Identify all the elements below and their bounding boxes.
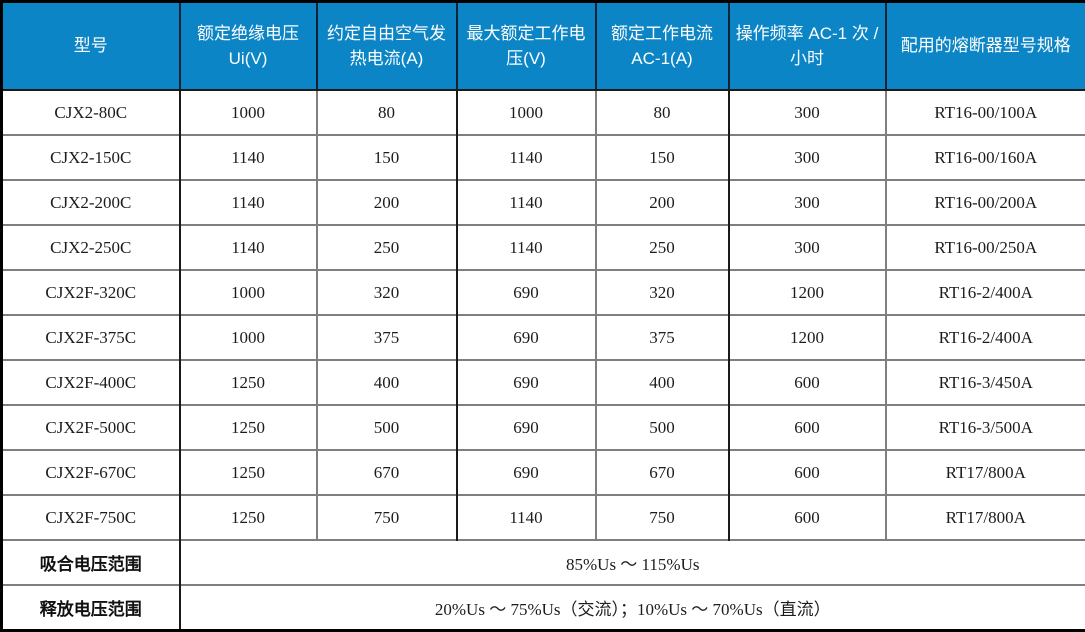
header-conventional-thermal-current: 约定自由空气发热电流(A) xyxy=(317,2,457,91)
cell-fuse: RT16-3/500A xyxy=(886,405,1085,450)
cell-ie-ac1: 150 xyxy=(596,135,729,180)
cell-op-freq: 600 xyxy=(729,360,886,405)
cell-op-freq: 1200 xyxy=(729,270,886,315)
footer-label-pickup-voltage-range: 吸合电压范围 xyxy=(2,540,180,585)
footer-label-release-voltage-range: 释放电压范围 xyxy=(2,585,180,631)
header-matching-fuse-spec: 配用的熔断器型号规格 xyxy=(886,2,1085,91)
cell-ui: 1140 xyxy=(180,180,317,225)
footer-row-pickup-voltage: 吸合电压范围 85%Us ～ 115%Us xyxy=(2,540,1085,585)
cell-ue-max: 1140 xyxy=(457,180,596,225)
cell-op-freq: 600 xyxy=(729,495,886,540)
cell-ue-max: 1000 xyxy=(457,90,596,135)
cell-op-freq: 300 xyxy=(729,135,886,180)
header-rated-working-current-ac1: 额定工作电流 AC-1(A) xyxy=(596,2,729,91)
cell-model: CJX2F-500C xyxy=(2,405,180,450)
cell-ith: 400 xyxy=(317,360,457,405)
cell-model: CJX2F-320C xyxy=(2,270,180,315)
cell-ui: 1250 xyxy=(180,450,317,495)
cell-ith: 200 xyxy=(317,180,457,225)
cell-ue-max: 1140 xyxy=(457,135,596,180)
cell-ith: 150 xyxy=(317,135,457,180)
cell-ie-ac1: 200 xyxy=(596,180,729,225)
cell-op-freq: 600 xyxy=(729,450,886,495)
cell-ith: 750 xyxy=(317,495,457,540)
header-rated-insulation-voltage: 额定绝缘电压 Ui(V) xyxy=(180,2,317,91)
cell-ui: 1140 xyxy=(180,225,317,270)
cell-ui: 1000 xyxy=(180,315,317,360)
cell-ui: 1140 xyxy=(180,135,317,180)
header-max-rated-working-voltage: 最大额定工作电压(V) xyxy=(457,2,596,91)
cell-ie-ac1: 80 xyxy=(596,90,729,135)
cell-ue-max: 1140 xyxy=(457,495,596,540)
cell-fuse: RT16-3/450A xyxy=(886,360,1085,405)
table-row: CJX2F-320C 1000 320 690 320 1200 RT16-2/… xyxy=(2,270,1085,315)
table-row: CJX2-150C 1140 150 1140 150 300 RT16-00/… xyxy=(2,135,1085,180)
cell-model: CJX2-80C xyxy=(2,90,180,135)
cell-ui: 1250 xyxy=(180,405,317,450)
table-row: CJX2-250C 1140 250 1140 250 300 RT16-00/… xyxy=(2,225,1085,270)
cell-fuse: RT16-00/100A xyxy=(886,90,1085,135)
cell-op-freq: 300 xyxy=(729,225,886,270)
cell-ith: 375 xyxy=(317,315,457,360)
cell-ith: 250 xyxy=(317,225,457,270)
cell-ue-max: 690 xyxy=(457,360,596,405)
cell-ie-ac1: 670 xyxy=(596,450,729,495)
cell-fuse: RT16-00/160A xyxy=(886,135,1085,180)
table-row: CJX2-200C 1140 200 1140 200 300 RT16-00/… xyxy=(2,180,1085,225)
cell-op-freq: 600 xyxy=(729,405,886,450)
table-row: CJX2F-500C 1250 500 690 500 600 RT16-3/5… xyxy=(2,405,1085,450)
cell-ie-ac1: 320 xyxy=(596,270,729,315)
cell-model: CJX2-200C xyxy=(2,180,180,225)
cell-fuse: RT17/800A xyxy=(886,495,1085,540)
cell-ie-ac1: 500 xyxy=(596,405,729,450)
cell-model: CJX2-250C xyxy=(2,225,180,270)
cell-ith: 670 xyxy=(317,450,457,495)
cell-fuse: RT16-00/200A xyxy=(886,180,1085,225)
cell-ie-ac1: 375 xyxy=(596,315,729,360)
cell-ith: 500 xyxy=(317,405,457,450)
header-model: 型号 xyxy=(2,2,180,91)
cell-ui: 1000 xyxy=(180,270,317,315)
cell-fuse: RT16-2/400A xyxy=(886,315,1085,360)
cell-fuse: RT16-2/400A xyxy=(886,270,1085,315)
cell-ith: 80 xyxy=(317,90,457,135)
cell-model: CJX2F-400C xyxy=(2,360,180,405)
cell-ui: 1250 xyxy=(180,360,317,405)
footer-row-release-voltage: 释放电压范围 20%Us ～ 75%Us（交流）；10%Us ～ 70%Us（直… xyxy=(2,585,1085,631)
header-operating-frequency: 操作频率 AC-1 次 / 小时 xyxy=(729,2,886,91)
footer-value-pickup-voltage-range: 85%Us ～ 115%Us xyxy=(180,540,1085,585)
cell-model: CJX2F-375C xyxy=(2,315,180,360)
cell-op-freq: 1200 xyxy=(729,315,886,360)
cell-ie-ac1: 750 xyxy=(596,495,729,540)
cell-model: CJX2F-750C xyxy=(2,495,180,540)
cell-ie-ac1: 250 xyxy=(596,225,729,270)
cell-ue-max: 690 xyxy=(457,270,596,315)
cell-ie-ac1: 400 xyxy=(596,360,729,405)
cell-op-freq: 300 xyxy=(729,90,886,135)
table-header-row: 型号 额定绝缘电压 Ui(V) 约定自由空气发热电流(A) 最大额定工作电压(V… xyxy=(2,2,1085,91)
table-row: CJX2F-670C 1250 670 690 670 600 RT17/800… xyxy=(2,450,1085,495)
cell-ue-max: 690 xyxy=(457,405,596,450)
cell-ui: 1000 xyxy=(180,90,317,135)
table-row: CJX2F-375C 1000 375 690 375 1200 RT16-2/… xyxy=(2,315,1085,360)
cell-ue-max: 690 xyxy=(457,315,596,360)
table-row: CJX2-80C 1000 80 1000 80 300 RT16-00/100… xyxy=(2,90,1085,135)
cell-fuse: RT16-00/250A xyxy=(886,225,1085,270)
cell-model: CJX2-150C xyxy=(2,135,180,180)
footer-value-release-voltage-range: 20%Us ～ 75%Us（交流）；10%Us ～ 70%Us（直流） xyxy=(180,585,1085,631)
cell-ue-max: 1140 xyxy=(457,225,596,270)
cell-ith: 320 xyxy=(317,270,457,315)
cell-ue-max: 690 xyxy=(457,450,596,495)
cell-fuse: RT17/800A xyxy=(886,450,1085,495)
table-row: CJX2F-400C 1250 400 690 400 600 RT16-3/4… xyxy=(2,360,1085,405)
cell-model: CJX2F-670C xyxy=(2,450,180,495)
cell-ui: 1250 xyxy=(180,495,317,540)
table-row: CJX2F-750C 1250 750 1140 750 600 RT17/80… xyxy=(2,495,1085,540)
cell-op-freq: 300 xyxy=(729,180,886,225)
